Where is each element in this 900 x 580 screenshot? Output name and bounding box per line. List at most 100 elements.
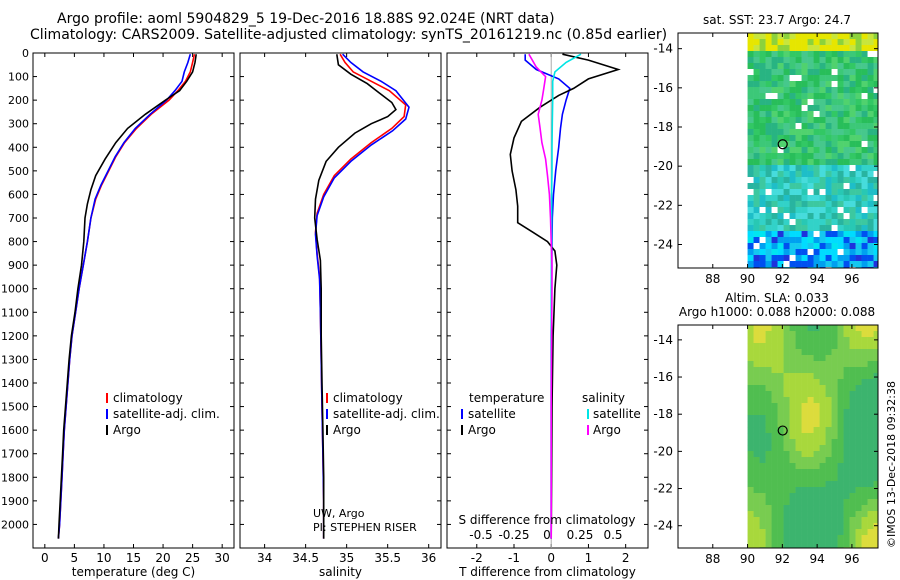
map-cell (789, 325, 796, 332)
map-cell (819, 403, 826, 410)
map-cell (801, 225, 808, 232)
map-cell (855, 349, 862, 356)
map-cell (819, 535, 826, 542)
map-cell (771, 255, 778, 262)
map-cell (759, 451, 766, 458)
map-cell (801, 529, 808, 536)
map-cell (795, 105, 802, 112)
map-cell (789, 147, 796, 154)
map-cell (771, 117, 778, 124)
map-cell (795, 117, 802, 124)
map-cell (867, 135, 874, 142)
map-cell (771, 403, 778, 410)
map-cell (867, 237, 874, 244)
map-cell (849, 487, 856, 494)
map-cell (873, 141, 879, 148)
map-cell (759, 325, 766, 332)
map-cell (819, 177, 826, 184)
map-cell (807, 165, 814, 172)
map-cell (831, 255, 838, 262)
map-cell (825, 481, 832, 488)
map-cell (849, 343, 856, 350)
map-cell (813, 463, 820, 470)
map-cell (825, 45, 832, 52)
map-cell (789, 243, 796, 250)
map-cell (861, 541, 868, 548)
map-cell (747, 207, 754, 214)
map-cell (813, 99, 820, 106)
y-tick-label: 1300 (1, 353, 29, 366)
map-cell (813, 457, 820, 464)
map-cell (783, 159, 790, 166)
map-cell (771, 81, 778, 88)
map-cell (831, 159, 838, 166)
map-cell (753, 207, 760, 214)
map-cell (759, 63, 766, 70)
map-cell (777, 51, 784, 58)
map-cell (867, 481, 874, 488)
map-cell (783, 111, 790, 118)
map-cell (861, 249, 868, 256)
map-cell (825, 511, 832, 518)
map-cell (759, 177, 766, 184)
map-cell (777, 189, 784, 196)
map-cell (771, 177, 778, 184)
map-cell (777, 475, 784, 482)
map-cell (807, 481, 814, 488)
map-cell (861, 397, 868, 404)
map-cell (807, 415, 814, 422)
map-cell (747, 391, 754, 398)
map-cell (747, 243, 754, 250)
map-cell (849, 177, 856, 184)
map-cell (855, 165, 862, 172)
legend-label: Argo (468, 423, 496, 437)
map-cell (801, 183, 808, 190)
map-cell (765, 129, 772, 136)
map-cell (819, 457, 826, 464)
map-cell (765, 475, 772, 482)
map-cell (855, 325, 862, 332)
map-cell (759, 379, 766, 386)
map-cell (825, 123, 832, 130)
map-cell (861, 123, 868, 130)
map-cell (849, 439, 856, 446)
map-cell (753, 493, 760, 500)
map-cell (783, 105, 790, 112)
map-cell (849, 517, 856, 524)
map-cell (831, 457, 838, 464)
map-cell (759, 403, 766, 410)
map-cell (831, 391, 838, 398)
map-cell (855, 469, 862, 476)
map-cell (771, 451, 778, 458)
map-cell (747, 93, 754, 100)
map-cell (861, 153, 868, 160)
map-cell (795, 511, 802, 518)
x-tick-label: 36 (421, 551, 436, 565)
map-cell (873, 249, 879, 256)
map-cell (771, 153, 778, 160)
map-cell (819, 517, 826, 524)
map-cell (867, 415, 874, 422)
map-cell (783, 39, 790, 46)
map-cell (807, 469, 814, 476)
map-cell (765, 219, 772, 226)
map-cell (789, 255, 796, 262)
map-cell (795, 349, 802, 356)
map-cell (819, 189, 826, 196)
map-cell (873, 87, 879, 94)
map-cell (753, 39, 760, 46)
map-cell (789, 57, 796, 64)
map-cell (807, 105, 814, 112)
map-x-tick-label: 90 (740, 272, 755, 286)
map-cell (801, 535, 808, 542)
map-cell (783, 171, 790, 178)
map-cell (843, 403, 850, 410)
map-cell (867, 123, 874, 130)
map-cell (861, 195, 868, 202)
map-cell (801, 433, 808, 440)
map-cell (783, 147, 790, 154)
map-cell (807, 529, 814, 536)
map-cell (861, 481, 868, 488)
map-cell (783, 81, 790, 88)
map-cell (795, 451, 802, 458)
